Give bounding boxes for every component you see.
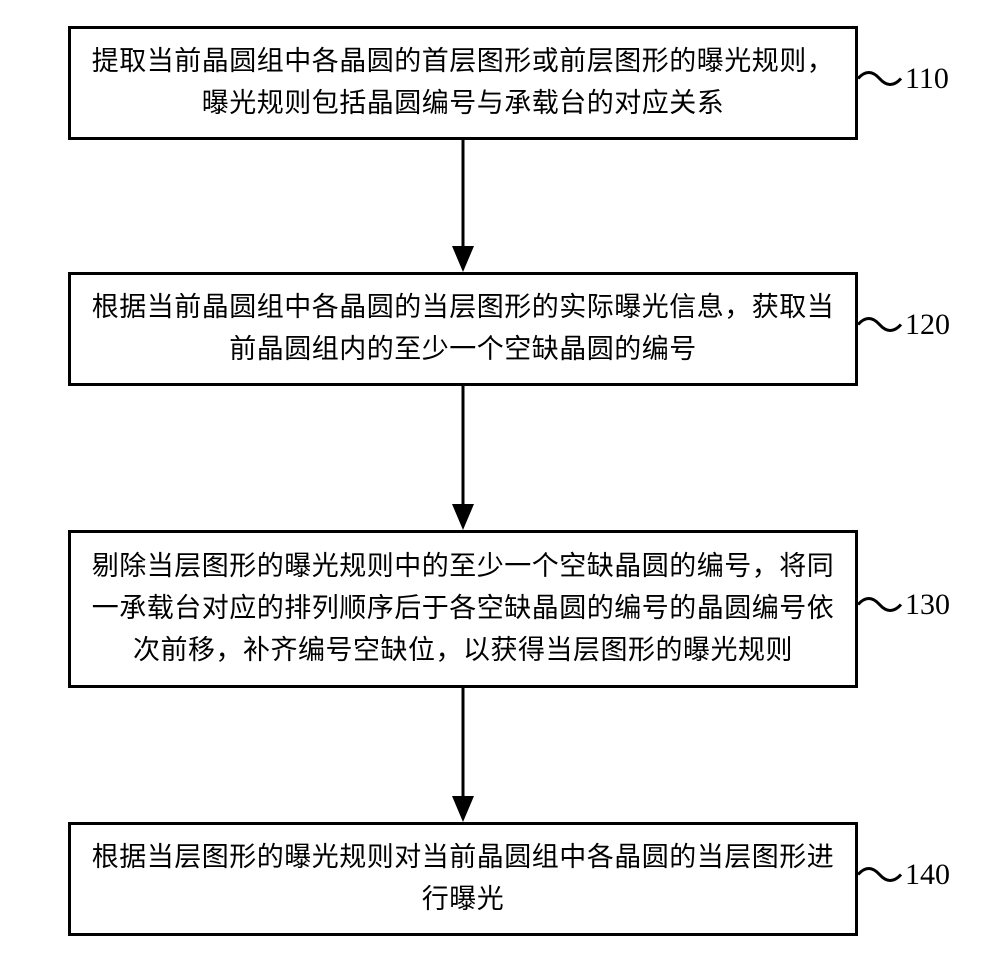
arrow-3 [0,0,1000,966]
